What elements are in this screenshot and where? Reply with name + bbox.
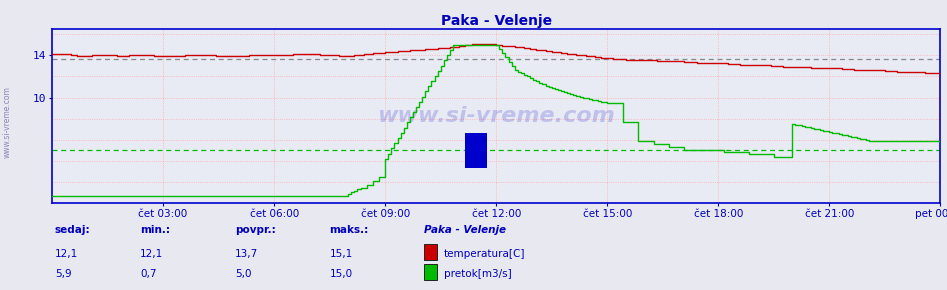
Text: pretok[m3/s]: pretok[m3/s] bbox=[444, 269, 512, 279]
Text: temperatura[C]: temperatura[C] bbox=[444, 249, 526, 259]
Text: maks.:: maks.: bbox=[330, 225, 368, 235]
Text: Paka - Velenje: Paka - Velenje bbox=[424, 225, 507, 235]
Text: 15,1: 15,1 bbox=[330, 249, 353, 259]
Text: 5,0: 5,0 bbox=[235, 269, 251, 279]
Text: 5,9: 5,9 bbox=[55, 269, 72, 279]
Text: www.si-vreme.com: www.si-vreme.com bbox=[3, 86, 12, 158]
Text: 12,1: 12,1 bbox=[140, 249, 164, 259]
Text: min.:: min.: bbox=[140, 225, 170, 235]
Text: 12,1: 12,1 bbox=[55, 249, 79, 259]
Text: 0,7: 0,7 bbox=[140, 269, 156, 279]
Title: Paka - Velenje: Paka - Velenje bbox=[440, 14, 552, 28]
Text: 13,7: 13,7 bbox=[235, 249, 259, 259]
Text: povpr.:: povpr.: bbox=[235, 225, 276, 235]
Text: sedaj:: sedaj: bbox=[55, 225, 91, 235]
Text: www.si-vreme.com: www.si-vreme.com bbox=[377, 106, 616, 126]
Text: 15,0: 15,0 bbox=[330, 269, 352, 279]
